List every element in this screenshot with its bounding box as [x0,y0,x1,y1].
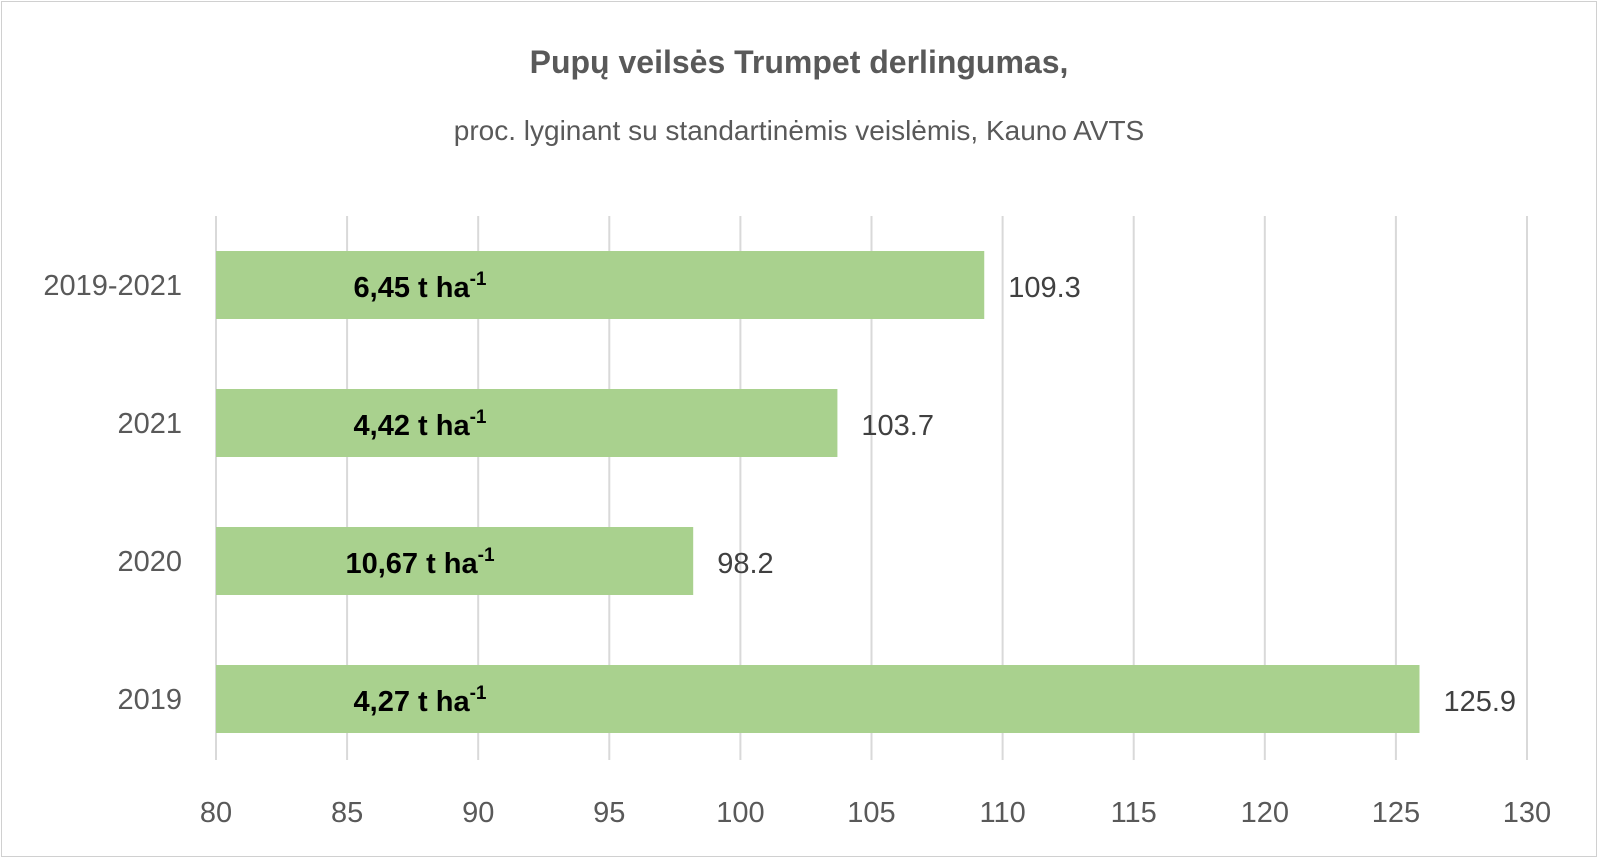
category-label: 2021 [117,408,182,440]
x-tick-label: 100 [716,797,764,829]
bar-annotation: 10,67 t ha-1 [345,545,495,580]
data-label: 103.7 [861,410,934,442]
x-tick-label: 80 [200,797,232,829]
bar [216,251,985,319]
bar-annotation-superscript: -1 [470,683,487,704]
x-tick-label: 90 [462,797,494,829]
x-tick-label: 95 [593,797,625,829]
bar-annotation-main: 10,67 t ha [345,548,478,580]
bar-annotation-superscript: -1 [470,269,487,290]
bar-annotation-main: 4,27 t ha [354,686,471,718]
x-tick-label: 125 [1372,797,1420,829]
bar-annotation-main: 4,42 t ha [354,410,471,442]
category-label: 2019 [117,684,182,716]
bar-annotation: 6,45 t ha-1 [354,269,487,304]
bar-annotation-superscript: -1 [478,545,495,566]
chart-title: Pupų veilsės Trumpet derlingumas, [529,44,1069,80]
bar [216,665,1420,733]
x-tick-label: 130 [1503,797,1551,829]
x-tick-label: 115 [1111,797,1157,829]
chart-subtitle: proc. lyginant su standartinėmis veislėm… [453,115,1145,146]
bar [216,389,838,457]
bar-annotation: 4,27 t ha-1 [354,683,487,718]
bar-annotation-main: 6,45 t ha [354,272,471,304]
x-tick-label: 105 [847,797,895,829]
x-tick-label: 85 [331,797,363,829]
x-tick-label: 110 [979,797,1025,829]
x-tick-label: 120 [1241,797,1289,829]
data-label: 125.9 [1443,686,1516,718]
bar-annotation-superscript: -1 [470,407,487,428]
category-label: 2020 [117,546,182,578]
data-label: 109.3 [1008,272,1081,304]
category-label: 2019-2021 [43,270,182,302]
bar [216,527,694,595]
data-label: 98.2 [717,548,773,580]
bar-annotation: 4,42 t ha-1 [354,407,487,442]
